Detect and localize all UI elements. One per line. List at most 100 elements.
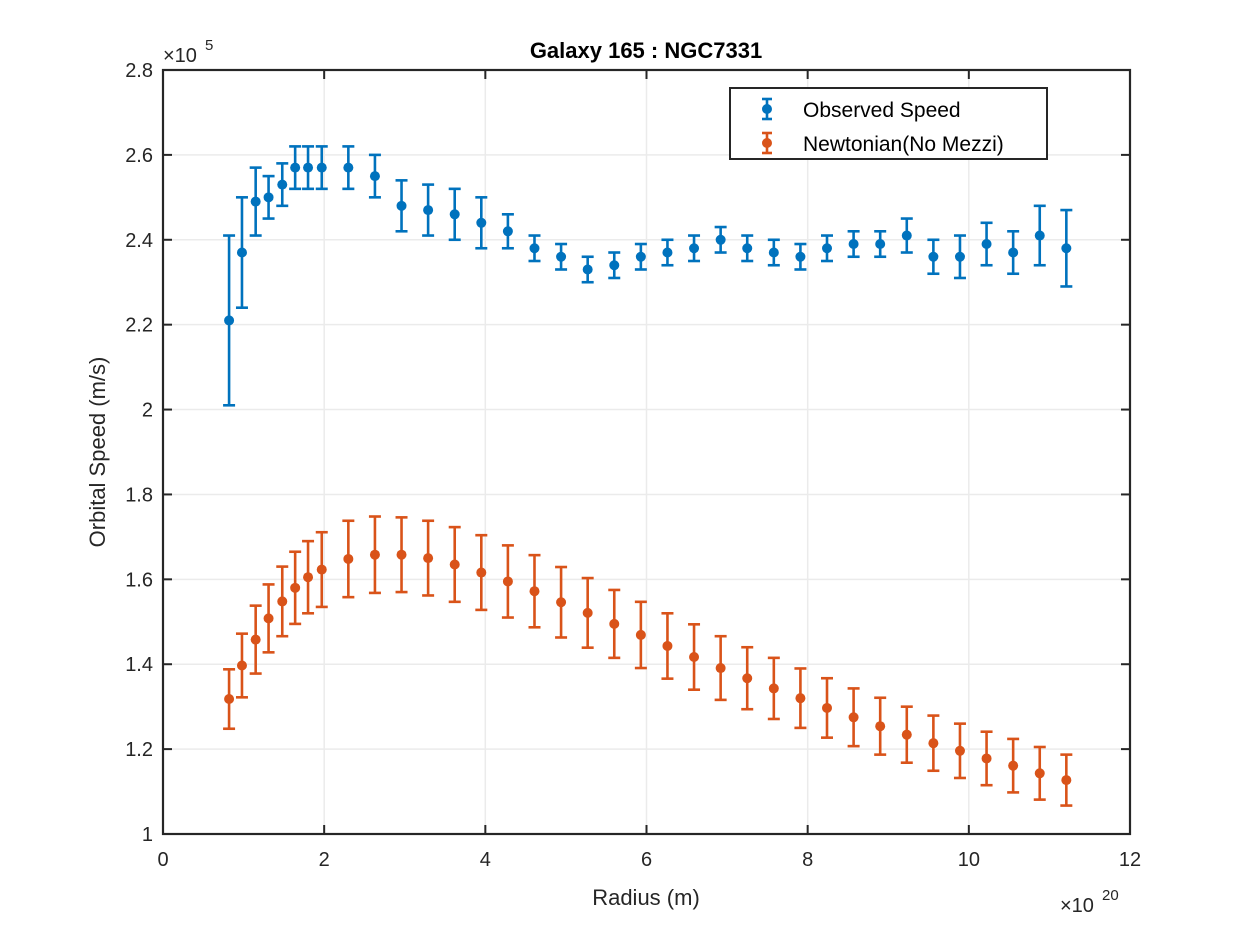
legend-label-newtonian: Newtonian(No Mezzi)	[803, 133, 1004, 156]
axes: 0 2 4 6 8 10 12 1 1.2 1.4 1.6 1.8 2 2.2 2.4 2.6 2.8	[125, 60, 1141, 871]
data-point	[981, 753, 992, 764]
data-point	[795, 251, 806, 262]
data-point-group	[528, 234, 541, 263]
data-point-group	[608, 251, 621, 280]
data-point-group	[448, 525, 461, 604]
data-point	[715, 234, 726, 245]
data-point-group	[475, 196, 488, 250]
y-tick-label: 2	[142, 400, 153, 422]
data-point-group	[395, 516, 408, 594]
data-point	[822, 243, 833, 254]
data-point	[250, 196, 261, 207]
data-point-group	[714, 634, 727, 702]
data-point	[875, 721, 886, 732]
data-point	[290, 162, 301, 173]
data-point	[981, 239, 992, 250]
chart-title: Galaxy 165 : NGC7331	[530, 38, 762, 63]
x-multiplier-base: ×10	[1060, 895, 1094, 917]
data-point-group	[422, 183, 435, 237]
data-point	[224, 694, 235, 705]
data-point-group	[223, 234, 236, 407]
y-axis-label: Orbital Speed (m/s)	[85, 357, 110, 548]
data-point	[396, 549, 407, 560]
x-tick-label: 4	[480, 849, 491, 871]
data-point	[449, 559, 460, 570]
data-point	[795, 693, 806, 704]
x-tick-label: 6	[641, 849, 652, 871]
data-point-group	[302, 539, 315, 615]
data-point	[502, 226, 513, 237]
series-newtonian	[223, 515, 1073, 807]
y-tick-label: 1.4	[125, 654, 153, 676]
data-point-group	[794, 667, 807, 730]
data-point-group	[688, 234, 701, 263]
data-point-group	[1033, 745, 1046, 801]
data-point	[928, 738, 939, 749]
data-point	[768, 247, 779, 258]
legend-dot	[762, 104, 772, 114]
legend-dot	[762, 138, 772, 148]
data-point-group	[794, 242, 807, 271]
data-point	[662, 640, 673, 651]
data-point-group	[767, 656, 780, 721]
data-series	[223, 145, 1073, 807]
data-point	[901, 729, 912, 740]
data-point	[476, 217, 487, 228]
data-point-group	[368, 153, 381, 199]
data-point	[954, 745, 965, 756]
data-point	[236, 247, 247, 258]
data-point	[529, 243, 540, 254]
data-point-group	[634, 600, 647, 670]
data-point-group	[262, 583, 275, 654]
y-tick-label: 2.4	[125, 230, 153, 252]
data-point	[1034, 768, 1045, 779]
data-point-group	[289, 145, 302, 191]
y-multiplier-base: ×10	[163, 45, 197, 67]
data-point-group	[315, 145, 328, 191]
data-point-group	[953, 234, 966, 280]
x-tick-label: 10	[958, 849, 980, 871]
data-point	[1061, 775, 1072, 786]
data-point	[901, 230, 912, 241]
x-tick-label: 0	[157, 849, 168, 871]
data-point	[609, 618, 620, 629]
data-point	[236, 660, 247, 671]
data-point	[343, 553, 354, 564]
data-point	[689, 243, 700, 254]
data-point	[369, 171, 380, 182]
data-point	[582, 264, 593, 275]
data-point	[529, 586, 540, 597]
data-point	[303, 162, 314, 173]
x-tick-label: 2	[319, 849, 330, 871]
axes-frame	[161, 68, 1132, 836]
data-point-group	[874, 229, 887, 259]
data-point-group	[767, 238, 780, 267]
data-point-group	[422, 519, 435, 597]
x-axis-label: Radius (m)	[592, 885, 700, 910]
data-point	[742, 243, 753, 254]
data-point-group	[661, 238, 674, 267]
data-point	[1008, 760, 1019, 771]
y-axis-multiplier: ×10 5	[163, 37, 213, 67]
data-point-group	[475, 533, 488, 612]
data-point	[303, 572, 314, 583]
data-point	[290, 582, 301, 593]
data-point	[556, 597, 567, 608]
data-point-group	[368, 515, 381, 595]
data-point-group	[847, 229, 860, 259]
data-point	[768, 683, 779, 694]
data-point-group	[608, 588, 621, 660]
data-point-group	[501, 544, 514, 619]
data-point-group	[1060, 753, 1073, 807]
y-tick-label: 1.2	[125, 739, 153, 761]
data-point	[582, 607, 593, 618]
data-point-group	[223, 668, 236, 731]
data-point-group	[634, 242, 647, 271]
data-point-group	[1007, 737, 1020, 794]
y-tick-label: 2.2	[125, 315, 153, 337]
legend-marker-observed	[762, 97, 772, 121]
data-point	[476, 567, 487, 578]
data-point-group	[276, 565, 289, 638]
data-point	[277, 596, 288, 607]
